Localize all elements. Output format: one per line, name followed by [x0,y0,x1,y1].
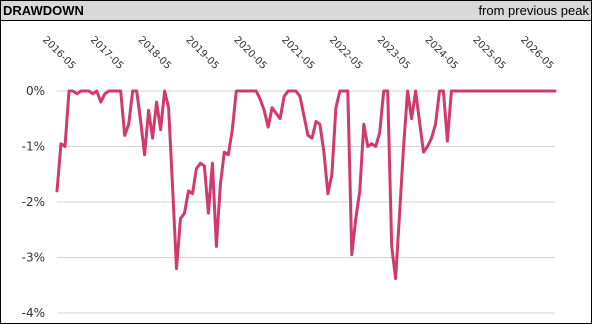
y-tick-label: -3% [22,251,45,265]
x-tick-label: 2017-05 [88,35,125,72]
y-tick-labels: 0% -1% -2% -3% -4% [22,84,45,320]
chart-header: DRAWDOWN from previous peak [1,1,591,21]
drawdown-chart: 2016-05 2017-05 2018-05 2019-05 2020-05 2021-… [22,35,557,320]
chart-title: DRAWDOWN [3,3,84,18]
x-tick-label: 2024-05 [423,35,460,72]
series-layer [55,89,557,281]
y-tick-label: -1% [22,140,45,154]
drawdown-series-line [55,89,557,281]
y-tick-label: -4% [22,306,45,320]
x-tick-label: 2020-05 [231,35,268,72]
x-tick-labels: 2016-05 2017-05 2018-05 2019-05 2020-05 2021-… [40,35,555,72]
x-tick-label: 2018-05 [136,35,173,72]
x-tick-label: 2022-05 [327,35,364,72]
x-tick-label: 2021-05 [279,35,316,72]
x-tick-label: 2025-05 [470,35,507,72]
x-tick-label: 2026-05 [518,35,555,72]
chart-subtitle: from previous peak [478,3,589,18]
x-tick-label: 2016-05 [40,35,77,72]
y-tick-label: -2% [22,195,45,209]
y-tick-label: 0% [26,84,45,98]
x-tick-label: 2023-05 [375,35,412,72]
x-tick-label: 2019-05 [184,35,221,72]
